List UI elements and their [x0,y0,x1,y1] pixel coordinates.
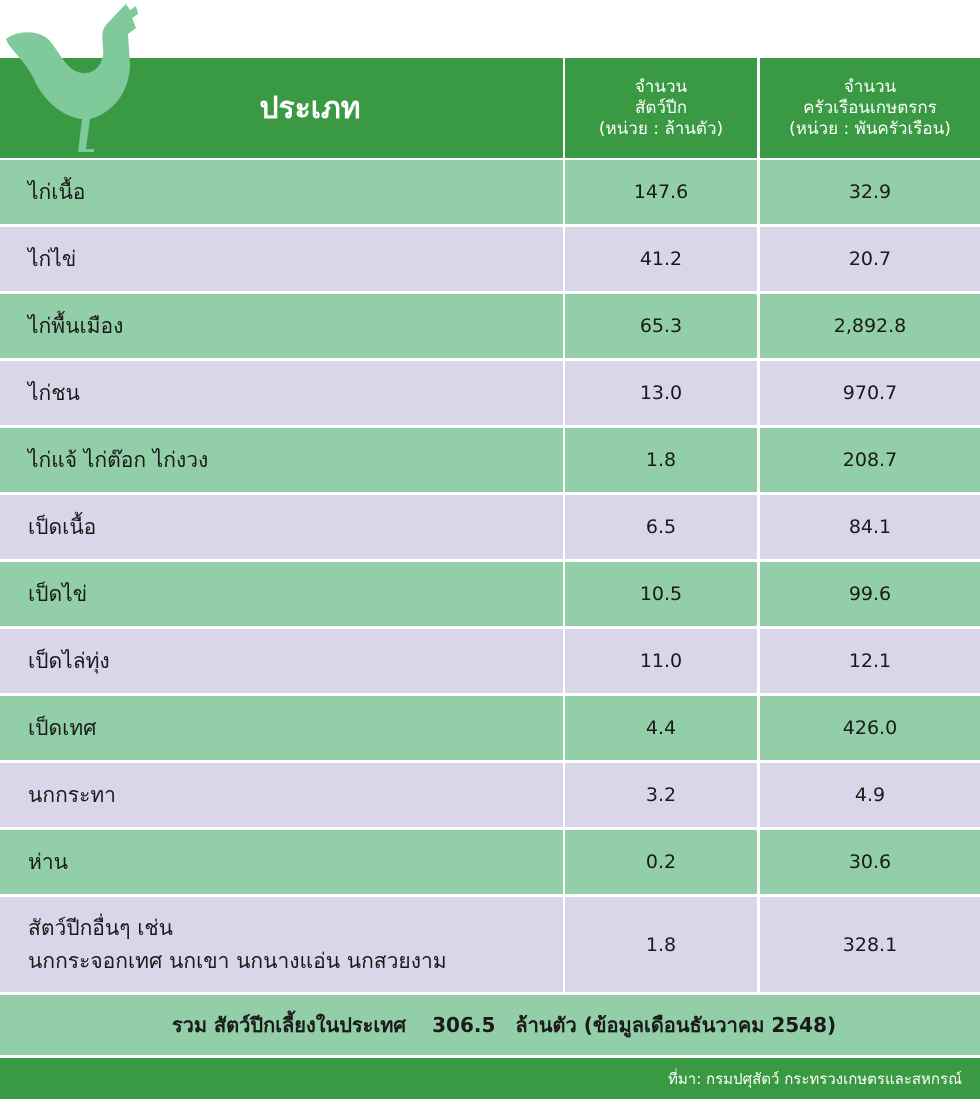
value: 208.7 [843,449,897,471]
header-line: (หน่วย : พันครัวเรือน) [789,119,951,140]
value-cell: 6.5 [565,495,757,559]
source-row: ที่มา: กรมปศุสัตว์ กระทรวงเกษตรและสหกรณ์ [0,1058,980,1099]
value-cell: 147.6 [565,160,757,224]
label-line: ห่าน [28,846,563,879]
label-line: เป็ดเทศ [28,712,563,745]
value: 10.5 [640,583,682,605]
value-cell: 10.5 [565,562,757,626]
header-column: จำนวนครัวเรือนเกษตรกร(หน่วย : พันครัวเรื… [760,58,980,158]
row-label: ไก่พื้นเมือง [0,294,563,358]
value-cell: 2,892.8 [760,294,980,358]
page: ประเภท จำนวนสัตว์ปีก(หน่วย : ล้านตัว)จำน… [0,0,980,1099]
label-line: เป็ดไล่ทุ่ง [28,645,563,678]
label-line: ไก่แจ้ ไก่ต๊อก ไก่งวง [28,444,563,477]
value-cell: 32.9 [760,160,980,224]
header-line: (หน่วย : ล้านตัว) [599,119,723,140]
value: 84.1 [849,516,891,538]
header-line: จำนวน [635,77,687,98]
value: 11.0 [640,650,682,672]
value: 1.8 [646,449,676,471]
value-cell: 12.1 [760,629,980,693]
header-line: สัตว์ปีก [635,98,687,119]
row-label: ห่าน [0,830,563,894]
row-label: เป็ดไข่ [0,562,563,626]
label-line: ไก่ชน [28,377,563,410]
row-label: ไก่ไข่ [0,227,563,291]
value-cell: 99.6 [760,562,980,626]
value-cell: 13.0 [565,361,757,425]
value: 30.6 [849,851,891,873]
value: 12.1 [849,650,891,672]
value: 4.9 [855,784,885,806]
value: 147.6 [634,181,688,203]
value-cell: 65.3 [565,294,757,358]
value: 3.2 [646,784,676,806]
value: 970.7 [843,382,897,404]
value: 41.2 [640,248,682,270]
label-line: นกกระทา [28,779,563,812]
header-column: จำนวนสัตว์ปีก(หน่วย : ล้านตัว) [565,58,757,158]
label-line: ไก่เนื้อ [28,176,563,209]
value: 328.1 [843,934,897,956]
value-cell: 1.8 [565,897,757,992]
value-cell: 0.2 [565,830,757,894]
summary-label: รวม สัตว์ปีกเลี้ยงในประเทศ [172,1009,406,1041]
value-cell: 426.0 [760,696,980,760]
label-line: ไก่ไข่ [28,243,563,276]
value-cell: 328.1 [760,897,980,992]
header-line: ครัวเรือนเกษตรกร [803,98,937,119]
row-label: เป็ดเทศ [0,696,563,760]
value: 2,892.8 [834,315,907,337]
value: 32.9 [849,181,891,203]
header-title: ประเภท [60,58,560,158]
label-line: ไก่พื้นเมือง [28,310,563,343]
summary-row: รวม สัตว์ปีกเลี้ยงในประเทศ 306.5 ล้านตัว (… [0,995,980,1055]
value-cell: 84.1 [760,495,980,559]
row-label: สัตว์ปีกอื่นๆ เช่นนกกระจอกเทศ นกเขา นกนา… [0,897,563,992]
row-label: เป็ดเนื้อ [0,495,563,559]
value: 4.4 [646,717,676,739]
value-cell: 41.2 [565,227,757,291]
value: 13.0 [640,382,682,404]
value: 0.2 [646,851,676,873]
source: ที่มา: กรมปศุสัตว์ กระทรวงเกษตรและสหกรณ์ [668,1067,962,1091]
label-line: เป็ดไข่ [28,578,563,611]
value-cell: 4.9 [760,763,980,827]
header-line: จำนวน [844,77,896,98]
value: 426.0 [843,717,897,739]
value-cell: 11.0 [565,629,757,693]
label-line: เป็ดเนื้อ [28,511,563,544]
row-label: เป็ดไล่ทุ่ง [0,629,563,693]
value-cell: 30.6 [760,830,980,894]
value: 99.6 [849,583,891,605]
row-label: นกกระทา [0,763,563,827]
row-label: ไก่เนื้อ [0,160,563,224]
value: 65.3 [640,315,682,337]
summary-value: 306.5 [432,1013,495,1037]
value: 6.5 [646,516,676,538]
value-cell: 970.7 [760,361,980,425]
value-cell: 208.7 [760,428,980,492]
value-cell: 20.7 [760,227,980,291]
summary-unit: ล้านตัว (ข้อมูลเดือนธันวาคม 2548) [515,1009,836,1041]
value-cell: 4.4 [565,696,757,760]
label-line: นกกระจอกเทศ นกเขา นกนางแอ่น นกสวยงาม [28,945,563,978]
row-label: ไก่ชน [0,361,563,425]
value-cell: 1.8 [565,428,757,492]
value: 1.8 [646,934,676,956]
value-cell: 3.2 [565,763,757,827]
label-line: สัตว์ปีกอื่นๆ เช่น [28,912,563,945]
value: 20.7 [849,248,891,270]
row-label: ไก่แจ้ ไก่ต๊อก ไก่งวง [0,428,563,492]
